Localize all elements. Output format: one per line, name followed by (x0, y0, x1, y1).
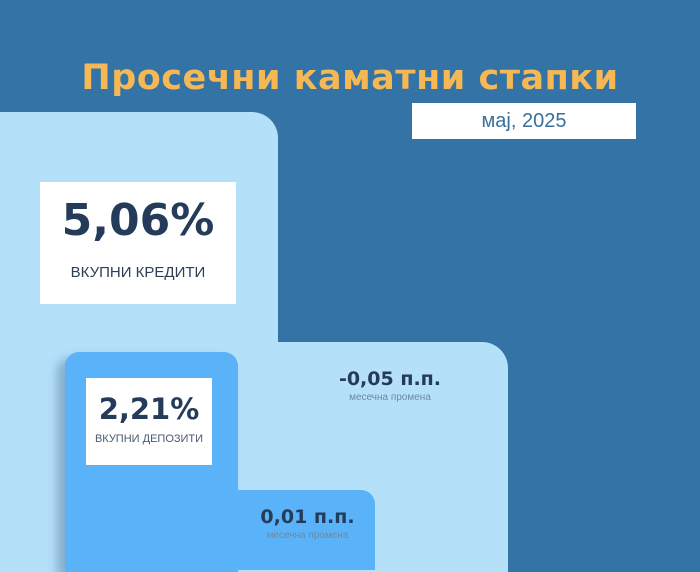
credits-label: ВКУПНИ КРЕДИТИ (70, 264, 206, 281)
page-title: Просечни каматни стапки (81, 58, 619, 98)
deposits-change-value: 0,01 п.п. (260, 506, 355, 528)
credits-change-label: месечна промена (349, 392, 431, 403)
credits-value: 5,06% (61, 195, 215, 246)
deposits-change: 0,01 п.п. месечна промена (240, 506, 375, 541)
deposits-value: 2,21% (98, 392, 200, 426)
date-label: мај, 2025 (412, 103, 636, 139)
credits-card: 5,06% ВКУПНИ КРЕДИТИ (40, 182, 236, 304)
deposits-card: 2,21% ВКУПНИ ДЕПОЗИТИ (86, 378, 212, 465)
credits-change: -0,05 п.п. месечна промена (320, 368, 460, 403)
credits-change-value: -0,05 п.п. (338, 368, 442, 390)
deposits-change-label: месечна промена (266, 530, 349, 541)
deposits-block-step (200, 490, 375, 570)
deposits-label: ВКУПНИ ДЕПОЗИТИ (94, 433, 204, 445)
